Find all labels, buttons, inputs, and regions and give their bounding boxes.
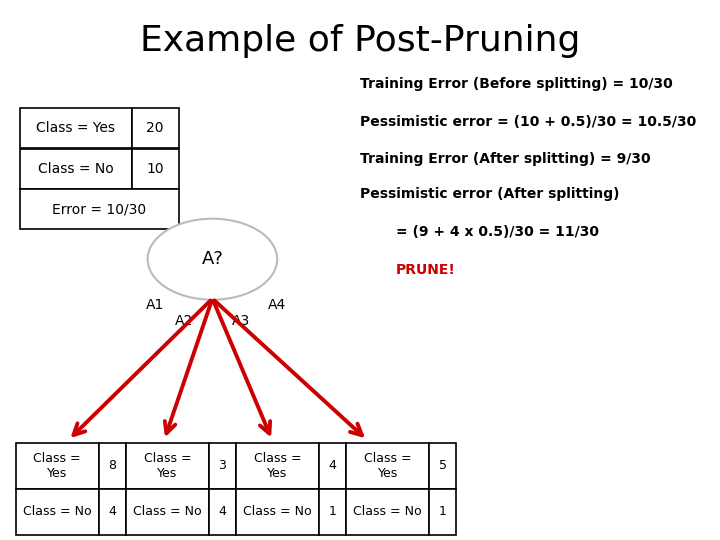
Text: 4: 4 <box>109 505 116 518</box>
Bar <box>209 489 236 535</box>
Text: 1: 1 <box>439 505 446 518</box>
Text: Training Error (Before splitting) = 10/30: Training Error (Before splitting) = 10/3… <box>360 77 672 91</box>
Bar <box>16 489 99 535</box>
Bar <box>20 148 132 189</box>
Text: Class =
Yes: Class = Yes <box>253 452 302 480</box>
Bar <box>346 489 429 535</box>
Text: Class = No: Class = No <box>243 505 312 518</box>
Bar <box>20 108 132 148</box>
Text: Class = No: Class = No <box>23 505 91 518</box>
Text: Class = No: Class = No <box>354 505 422 518</box>
Bar <box>132 108 179 148</box>
Bar <box>319 443 346 489</box>
Text: Pessimistic error (After splitting): Pessimistic error (After splitting) <box>360 187 619 201</box>
Text: Example of Post-Pruning: Example of Post-Pruning <box>140 24 580 58</box>
Bar <box>126 443 209 489</box>
Bar <box>236 489 319 535</box>
Bar <box>319 489 346 535</box>
Bar <box>126 489 209 535</box>
Bar <box>99 489 126 535</box>
Text: A?: A? <box>202 250 223 268</box>
Ellipse shape <box>148 219 277 300</box>
Bar <box>429 489 456 535</box>
Text: 4: 4 <box>219 505 226 518</box>
Bar <box>209 443 236 489</box>
Text: Pessimistic error = (10 + 0.5)/30 = 10.5/30: Pessimistic error = (10 + 0.5)/30 = 10.5… <box>360 114 696 129</box>
Bar <box>236 443 319 489</box>
Bar <box>132 148 179 189</box>
Text: Class = Yes: Class = Yes <box>37 122 115 135</box>
Bar <box>346 443 429 489</box>
Text: Error = 10/30: Error = 10/30 <box>53 202 146 216</box>
Text: = (9 + 4 x 0.5)/30 = 11/30: = (9 + 4 x 0.5)/30 = 11/30 <box>396 225 599 239</box>
Text: 3: 3 <box>219 459 226 472</box>
Bar <box>20 189 179 230</box>
Text: 20: 20 <box>146 122 164 135</box>
Bar <box>16 443 99 489</box>
Text: 4: 4 <box>329 459 336 472</box>
Text: Class = No: Class = No <box>38 162 114 176</box>
Bar <box>429 443 456 489</box>
Text: Training Error (After splitting) = 9/30: Training Error (After splitting) = 9/30 <box>360 152 651 166</box>
Text: Class = No: Class = No <box>133 505 202 518</box>
Bar <box>99 443 126 489</box>
Text: 1: 1 <box>329 505 336 518</box>
Text: 8: 8 <box>108 459 117 472</box>
Text: 5: 5 <box>438 459 447 472</box>
Text: Class =
Yes: Class = Yes <box>143 452 192 480</box>
Text: A4: A4 <box>268 298 287 312</box>
Text: Class =
Yes: Class = Yes <box>364 452 412 480</box>
Text: Class =
Yes: Class = Yes <box>33 452 81 480</box>
Text: A3: A3 <box>232 314 251 328</box>
Text: PRUNE!: PRUNE! <box>396 263 456 277</box>
Text: A1: A1 <box>145 298 164 312</box>
Text: 10: 10 <box>146 162 164 176</box>
Text: A2: A2 <box>174 314 193 328</box>
